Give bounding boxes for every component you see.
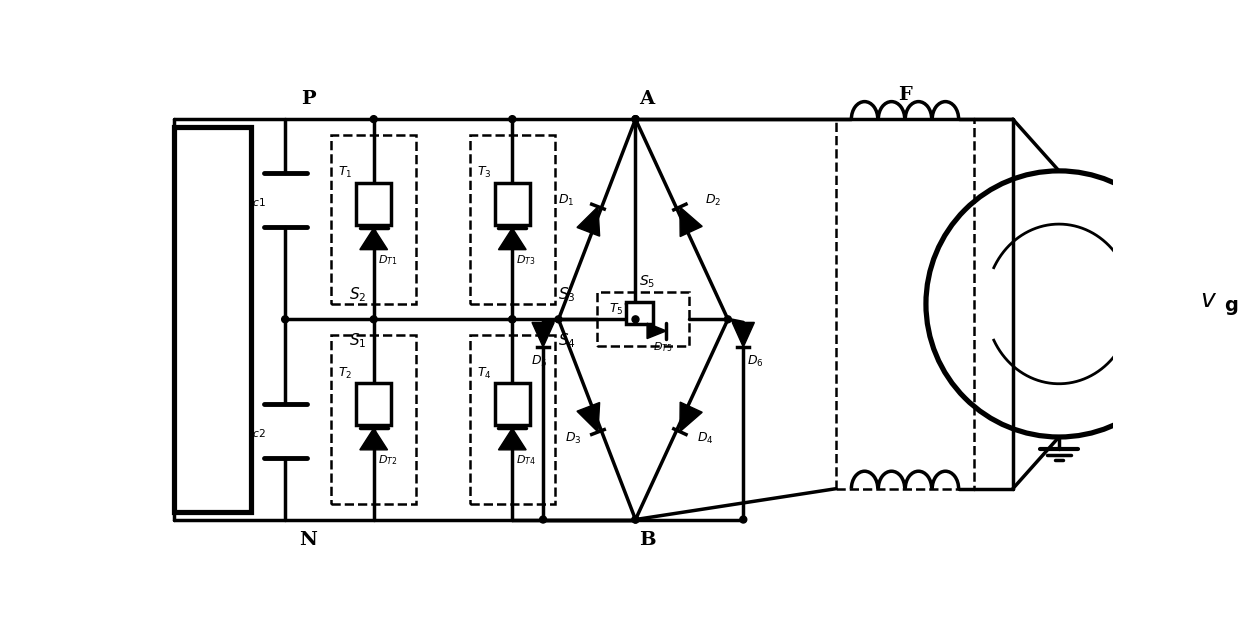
Bar — [470, 135, 554, 304]
Bar — [331, 335, 417, 504]
Text: $S_3$: $S_3$ — [558, 285, 577, 304]
Circle shape — [632, 516, 639, 523]
Text: $T_1$: $T_1$ — [339, 166, 352, 181]
Circle shape — [632, 115, 639, 123]
Text: N: N — [299, 531, 317, 549]
Polygon shape — [577, 207, 600, 236]
Text: $T_5$: $T_5$ — [609, 302, 624, 317]
Text: $S_4$: $S_4$ — [558, 331, 577, 350]
Circle shape — [508, 115, 516, 123]
Circle shape — [539, 516, 547, 523]
Bar — [495, 383, 529, 425]
Text: Cell: Cell — [192, 334, 232, 351]
Text: $D_{T5}$: $D_{T5}$ — [653, 340, 673, 354]
Bar — [174, 127, 250, 512]
Text: $T_2$: $T_2$ — [339, 366, 352, 381]
Polygon shape — [647, 323, 666, 339]
Circle shape — [740, 516, 746, 523]
Text: $\mathbf{\mathit{v}}$: $\mathbf{\mathit{v}}$ — [1200, 288, 1216, 312]
Bar — [356, 383, 391, 425]
Circle shape — [632, 115, 639, 123]
Circle shape — [508, 316, 516, 323]
Text: $D_{T1}$: $D_{T1}$ — [377, 253, 397, 267]
Text: $D_2$: $D_2$ — [704, 192, 720, 208]
Text: $D_5$: $D_5$ — [531, 354, 548, 369]
Circle shape — [632, 316, 639, 323]
Text: $D_{T2}$: $D_{T2}$ — [377, 454, 397, 468]
Bar — [331, 135, 417, 304]
Circle shape — [632, 516, 639, 523]
Circle shape — [508, 316, 516, 323]
Text: $S_1$: $S_1$ — [348, 331, 366, 350]
Text: $C_{dc1}$: $C_{dc1}$ — [236, 191, 267, 209]
Circle shape — [281, 316, 289, 323]
Polygon shape — [577, 403, 600, 432]
Bar — [626, 302, 652, 324]
Text: $C_{dc2}$: $C_{dc2}$ — [236, 421, 267, 440]
Text: $D_6$: $D_6$ — [748, 354, 764, 369]
Bar — [596, 292, 689, 346]
Polygon shape — [732, 322, 754, 347]
Bar — [836, 119, 975, 488]
Circle shape — [556, 316, 562, 323]
Bar — [495, 182, 529, 225]
Text: $D_3$: $D_3$ — [565, 431, 582, 446]
Text: $S_5$: $S_5$ — [639, 273, 655, 290]
Text: $D_4$: $D_4$ — [697, 431, 714, 446]
Polygon shape — [532, 322, 554, 347]
Text: F: F — [898, 86, 911, 103]
Text: PV: PV — [198, 295, 226, 313]
Circle shape — [724, 316, 732, 323]
Polygon shape — [498, 228, 526, 250]
Polygon shape — [680, 402, 702, 431]
Text: $\mathbf{g}$: $\mathbf{g}$ — [1224, 298, 1239, 317]
Text: $D_{T4}$: $D_{T4}$ — [516, 454, 536, 468]
Circle shape — [371, 316, 377, 323]
Polygon shape — [360, 228, 388, 250]
Polygon shape — [498, 428, 526, 450]
Text: $D_{T3}$: $D_{T3}$ — [516, 253, 536, 267]
Text: $T_4$: $T_4$ — [476, 366, 491, 381]
Text: A: A — [640, 90, 655, 108]
Polygon shape — [360, 428, 388, 450]
Text: P: P — [301, 90, 315, 108]
Bar — [470, 335, 554, 504]
Bar — [356, 182, 391, 225]
Polygon shape — [680, 207, 702, 236]
Text: $T_3$: $T_3$ — [476, 166, 491, 181]
Text: $D_1$: $D_1$ — [558, 192, 574, 208]
Text: B: B — [640, 531, 656, 549]
Circle shape — [371, 115, 377, 123]
Text: $S_2$: $S_2$ — [348, 285, 366, 304]
